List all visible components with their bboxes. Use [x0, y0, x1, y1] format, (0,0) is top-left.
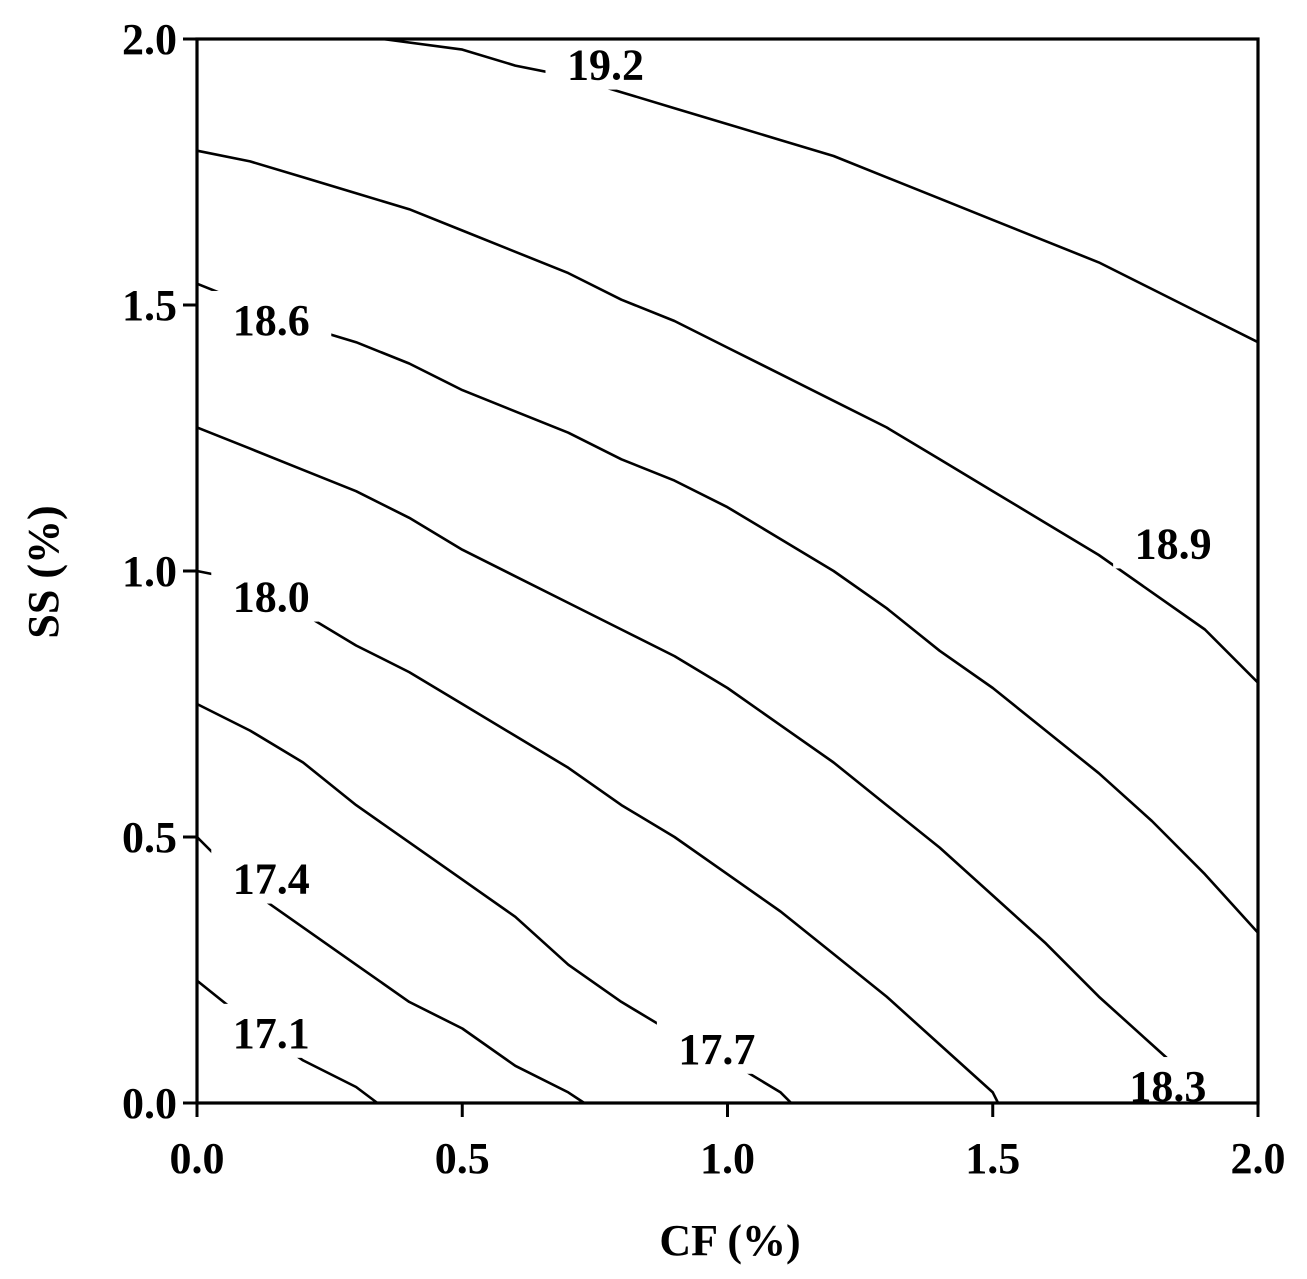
y-tick-label: 1.5	[122, 281, 177, 330]
contour-label-18-6: 18.6	[233, 296, 310, 345]
contour-label-17-4: 17.4	[233, 855, 310, 904]
x-tick-label: 1.0	[700, 1134, 755, 1183]
x-tick-label: 0.0	[170, 1134, 225, 1183]
contour-label-19-2: 19.2	[567, 41, 644, 90]
contour-label-17-7: 17.7	[678, 1025, 755, 1074]
contour-label-masks	[211, 35, 1234, 1112]
contour-label-18-0: 18.0	[233, 573, 310, 622]
x-tick-label: 0.5	[435, 1134, 490, 1183]
x-tick-label: 1.5	[965, 1134, 1020, 1183]
contour-label-mask	[211, 1003, 332, 1058]
x-tick-label: 2.0	[1231, 1134, 1286, 1183]
y-tick-label: 0.0	[122, 1079, 177, 1128]
contour-label-mask	[656, 1019, 777, 1074]
contour-line-18-9	[195, 149, 1260, 684]
contour-label-18-9: 18.9	[1135, 519, 1212, 568]
y-tick-label: 1.0	[122, 547, 177, 596]
contour-label-mask	[211, 849, 332, 904]
contour-line-18-3	[195, 426, 1217, 1105]
contour-label-mask	[211, 290, 332, 345]
y-axis-ticks: 0.0 0.5 1.0 1.5 2.0	[122, 15, 197, 1128]
y-tick-label: 0.5	[122, 813, 177, 862]
contour-line-18-6	[195, 282, 1260, 935]
y-tick-label: 2.0	[122, 15, 177, 64]
contour-labels: 19.218.618.918.017.417.1 17.718.3	[233, 41, 1212, 1111]
x-axis-title: CF (%)	[659, 1216, 800, 1265]
contour-label-mask	[1113, 514, 1234, 569]
contour-label-mask	[211, 567, 332, 622]
contour-label-17-1: 17.1	[233, 1009, 310, 1058]
y-axis-title: SS (%)	[19, 505, 68, 638]
contour-line-18-0	[195, 569, 1000, 1105]
contour-label-mask	[545, 35, 666, 90]
x-axis-ticks: 0.0 0.5 1.0 1.5 2.0	[170, 1103, 1286, 1183]
